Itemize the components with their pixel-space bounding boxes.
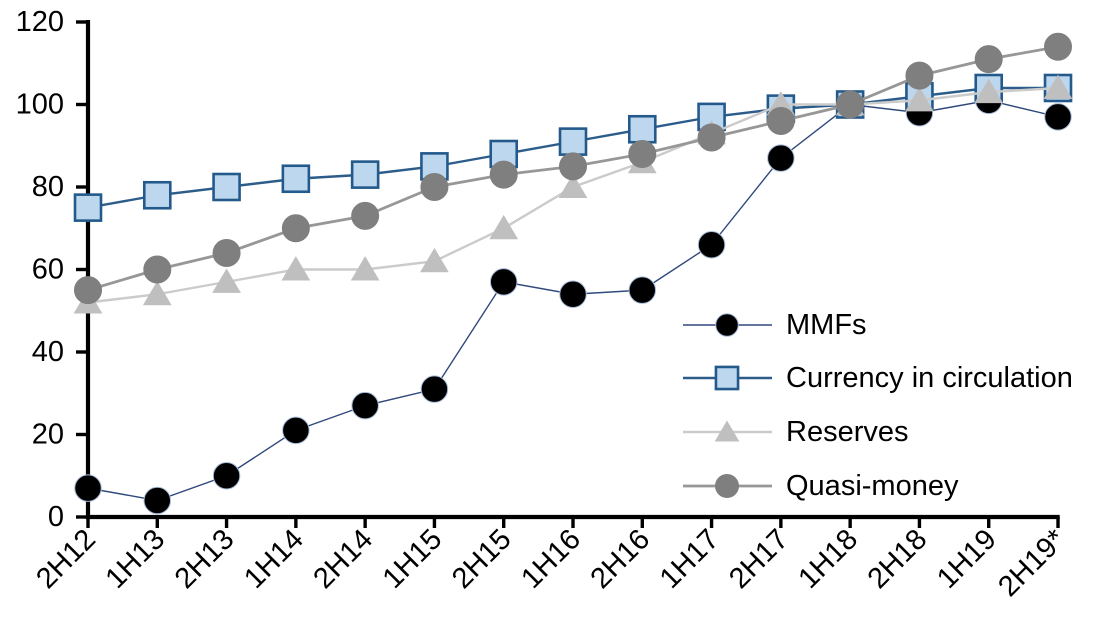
mmfs-point-2H17 xyxy=(767,144,795,172)
x-axis-label: 2H16 xyxy=(585,523,657,595)
legend-label-mmfs: MMFs xyxy=(786,309,867,341)
currency-in-circulation-point-1H13 xyxy=(142,180,172,210)
quasi-money-point-2H18 xyxy=(905,61,934,90)
currency-in-circulation-point-2H16 xyxy=(627,114,657,144)
reserves-point-2H13 xyxy=(212,268,241,293)
quasi-money-point-1H16 xyxy=(559,152,588,181)
legend-marker-mmfs xyxy=(715,313,739,337)
reserves-point-2H14 xyxy=(350,256,380,281)
currency-in-circulation-point-1H16 xyxy=(558,127,588,156)
reserves-point-1H16 xyxy=(558,173,588,199)
x-axis-label: 1H19 xyxy=(931,523,1003,595)
quasi-money-point-1H19 xyxy=(974,45,1003,74)
reserves-point-1H14 xyxy=(281,256,311,281)
quasi-money-point-2H17 xyxy=(766,107,795,135)
quasi-money-point-1H13 xyxy=(143,255,172,284)
currency-in-circulation-point-2H12 xyxy=(73,193,103,222)
mmfs-point-1H13 xyxy=(143,486,172,515)
x-axis-label: 1H17 xyxy=(654,523,726,595)
reserves-point-1H15 xyxy=(420,247,449,273)
currency-in-circulation-point-1H14 xyxy=(281,164,311,194)
mmfs-point-1H15 xyxy=(420,375,449,403)
x-axis-label: 1H14 xyxy=(238,523,310,595)
quasi-money-point-2H14 xyxy=(351,201,380,230)
y-axis-label: 80 xyxy=(32,171,64,203)
mmfs-point-2H16 xyxy=(628,276,657,304)
x-axis-label: 2H18 xyxy=(862,523,934,595)
mmfs-point-2H19* xyxy=(1044,103,1072,131)
reserves-point-2H18 xyxy=(905,86,934,112)
mmfs-point-2H13 xyxy=(212,462,241,490)
y-axis-label: 20 xyxy=(32,419,64,451)
legend-marker-quasi-money xyxy=(715,474,739,498)
y-axis-label: 60 xyxy=(32,254,64,286)
mmfs-point-2H15 xyxy=(489,268,518,296)
y-axis-label: 40 xyxy=(32,336,64,368)
quasi-money-point-2H13 xyxy=(212,239,241,267)
quasi-money-point-2H15 xyxy=(489,160,518,189)
x-axis-label: 1H13 xyxy=(100,523,172,595)
quasi-money-point-1H18 xyxy=(836,90,865,119)
y-axis-label: 120 xyxy=(16,6,64,38)
y-axis-label: 0 xyxy=(48,501,64,533)
reserves-point-2H19* xyxy=(1043,74,1073,100)
x-axis-label: 2H19* xyxy=(992,523,1072,603)
x-axis-label: 2H15 xyxy=(446,523,518,595)
legend-marker-currency-in-circulation xyxy=(714,365,740,391)
x-axis-label: 2H17 xyxy=(723,523,795,595)
mmfs-point-2H14 xyxy=(351,391,379,420)
legend-label-quasi-money: Quasi-money xyxy=(786,470,959,502)
quasi-money-point-2H12 xyxy=(74,276,102,305)
legend-marker-reserves xyxy=(714,420,740,442)
y-axis-label: 100 xyxy=(16,89,64,121)
x-axis-label: 1H16 xyxy=(515,523,587,595)
currency-in-circulation-point-2H13 xyxy=(212,172,241,202)
reserves-point-1H19 xyxy=(974,78,1004,104)
x-axis-label: 1H15 xyxy=(377,523,449,595)
quasi-money-point-1H15 xyxy=(420,173,449,201)
quasi-money-point-2H19* xyxy=(1044,32,1073,61)
mmfs-point-1H17 xyxy=(697,231,726,259)
mmfs-point-2H12 xyxy=(74,474,102,502)
quasi-money-point-1H14 xyxy=(281,214,310,243)
reserves-point-1H13 xyxy=(142,280,172,306)
x-axis-label: 1H18 xyxy=(792,523,864,595)
currency-in-circulation-point-2H14 xyxy=(350,160,380,189)
reserves-point-2H15 xyxy=(489,214,519,240)
mmfs-point-1H14 xyxy=(282,416,310,445)
legend-label-currency-in-circulation: Currency in circulation xyxy=(786,362,1073,394)
quasi-money-point-2H16 xyxy=(628,140,657,168)
quasi-money-point-1H17 xyxy=(697,123,726,152)
x-axis-label: 2H12 xyxy=(30,523,102,595)
legend-label-reserves: Reserves xyxy=(786,416,909,448)
mmfs-point-1H16 xyxy=(559,280,587,308)
x-axis-label: 2H13 xyxy=(169,523,241,595)
x-axis-label: 2H14 xyxy=(307,523,379,595)
